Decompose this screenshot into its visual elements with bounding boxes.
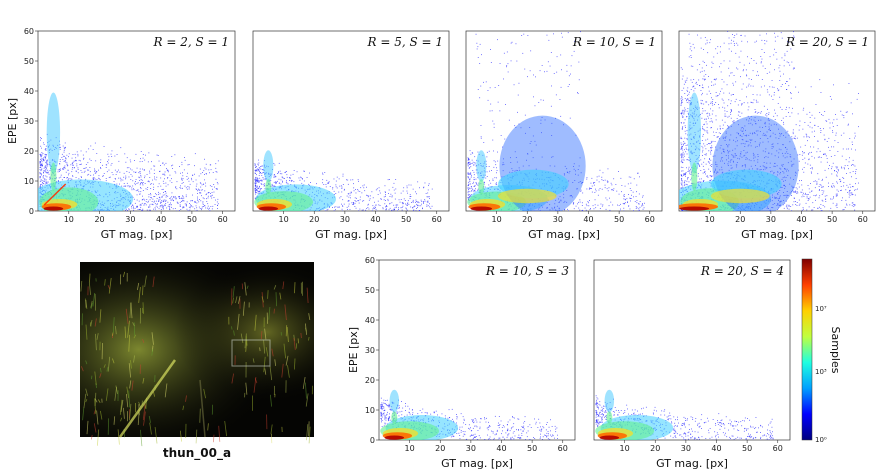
- x-tick-label: 30: [340, 215, 350, 224]
- heatmap-panel-r2-s1: 10 20 30 40 50 60 0 10 20 30 40 50 60 R = 2, S = 1 GT …: [6, 27, 236, 241]
- plot-area: [593, 259, 791, 441]
- y-tick-label: 0: [370, 436, 375, 445]
- x-tick-label: 10: [492, 215, 502, 224]
- x-tick-label: 10: [279, 215, 289, 224]
- x-tick-label: 40: [583, 215, 593, 224]
- x-axis-label: GT mag. [px]: [315, 228, 387, 241]
- x-tick-label: 20: [94, 215, 104, 224]
- y-axis-label: EPE [px]: [6, 98, 19, 144]
- heatmap-panel-r10-s3: 10 20 30 40 50 60 0 10 20 30 40 50 60 R = 10, S = 3 GT…: [347, 256, 576, 470]
- panel-title: R = 10, S = 3: [485, 264, 570, 278]
- y-tick-label: 30: [24, 117, 34, 126]
- x-tick-label: 60: [858, 215, 868, 224]
- x-tick-label: 30: [553, 215, 563, 224]
- x-tick-label: 50: [827, 215, 837, 224]
- x-tick-label: 40: [370, 215, 380, 224]
- x-axis-label: GT mag. [px]: [441, 457, 513, 470]
- x-tick-label: 30: [466, 444, 476, 453]
- colorbar-tick-1e3: 10³: [815, 368, 827, 376]
- x-tick-label: 40: [496, 444, 506, 453]
- panel-title: R = 20, S = 4: [700, 264, 784, 278]
- y-tick-label: 40: [365, 316, 375, 325]
- panel-title: R = 5, S = 1: [366, 35, 443, 49]
- y-tick-label: 0: [29, 207, 34, 216]
- x-tick-label: 10: [620, 444, 630, 453]
- x-tick-label: 20: [650, 444, 660, 453]
- density-cloud: [38, 92, 219, 211]
- x-tick-label: 50: [527, 444, 537, 453]
- heatmap-panel-r10-s1: 10 20 30 40 50 60 R = 10, S = 1 GT mag. [px]: [465, 30, 663, 241]
- x-tick-label: 20: [309, 215, 319, 224]
- x-axis-label: GT mag. [px]: [101, 228, 173, 241]
- panel-title: R = 10, S = 1: [572, 35, 656, 49]
- x-axis-label: GT mag. [px]: [528, 228, 600, 241]
- colorbar-tick-1e0: 10⁰: [815, 436, 827, 444]
- x-tick-label: 60: [645, 215, 655, 224]
- colorbar-gradient: [801, 258, 813, 441]
- x-tick-label: 50: [401, 215, 411, 224]
- x-tick-label: 30: [681, 444, 691, 453]
- y-tick-label: 50: [24, 57, 34, 66]
- x-tick-label: 30: [125, 215, 135, 224]
- x-tick-label: 30: [766, 215, 776, 224]
- x-tick-label: 10: [705, 215, 715, 224]
- y-tick-label: 20: [24, 147, 34, 156]
- panel-title: R = 2, S = 1: [152, 35, 229, 49]
- y-tick-label: 50: [365, 286, 375, 295]
- x-axis-label: GT mag. [px]: [741, 228, 813, 241]
- density-cloud: [679, 31, 859, 211]
- y-tick-label: 60: [365, 256, 375, 265]
- x-tick-label: 40: [711, 444, 721, 453]
- plot-area: [378, 259, 576, 441]
- y-tick-label: 60: [24, 27, 34, 36]
- panel-title: R = 20, S = 1: [785, 35, 869, 49]
- density-cloud: [380, 389, 558, 440]
- colorbar-label: Samples: [829, 327, 842, 374]
- x-tick-label: 60: [218, 215, 228, 224]
- heatmap-panel-r20-s1: 10 20 30 40 50 60 R = 20, S = 1 GT mag. [px]: [678, 30, 876, 241]
- x-tick-label: 20: [435, 444, 445, 453]
- x-axis-label: GT mag. [px]: [656, 457, 728, 470]
- heatmap-panel-r20-s4: 10 20 30 40 50 60 R = 20, S = 4 GT mag. [px]: [593, 259, 791, 470]
- x-tick-label: 50: [187, 215, 197, 224]
- x-tick-label: 60: [432, 215, 442, 224]
- y-tick-label: 30: [365, 346, 375, 355]
- x-tick-label: 60: [558, 444, 568, 453]
- y-tick-label: 10: [24, 177, 34, 186]
- x-tick-label: 40: [156, 215, 166, 224]
- x-tick-label: 20: [522, 215, 532, 224]
- y-tick-label: 10: [365, 406, 375, 415]
- x-tick-label: 10: [405, 444, 415, 453]
- colorbar: 10⁰ 10³ 10⁷ Samples: [801, 258, 842, 444]
- density-cloud: [595, 389, 774, 440]
- x-tick-label: 10: [64, 215, 74, 224]
- plot-area: [252, 30, 450, 212]
- image-caption: thun_00_a: [163, 446, 231, 461]
- x-tick-label: 50: [614, 215, 624, 224]
- y-axis-label: EPE [px]: [347, 327, 360, 373]
- x-tick-label: 20: [735, 215, 745, 224]
- x-tick-label: 40: [796, 215, 806, 224]
- y-tick-label: 20: [365, 376, 375, 385]
- colorbar-tick-1e7: 10⁷: [815, 305, 827, 313]
- y-tick-label: 40: [24, 87, 34, 96]
- density-cloud: [254, 150, 433, 211]
- x-tick-label: 60: [773, 444, 783, 453]
- heatmap-panel-r5-s1: 10 20 30 40 50 60 R = 5, S = 1 GT mag. [px]: [252, 30, 450, 241]
- x-tick-label: 50: [742, 444, 752, 453]
- density-cloud: [467, 31, 645, 211]
- flow-image: [80, 262, 314, 447]
